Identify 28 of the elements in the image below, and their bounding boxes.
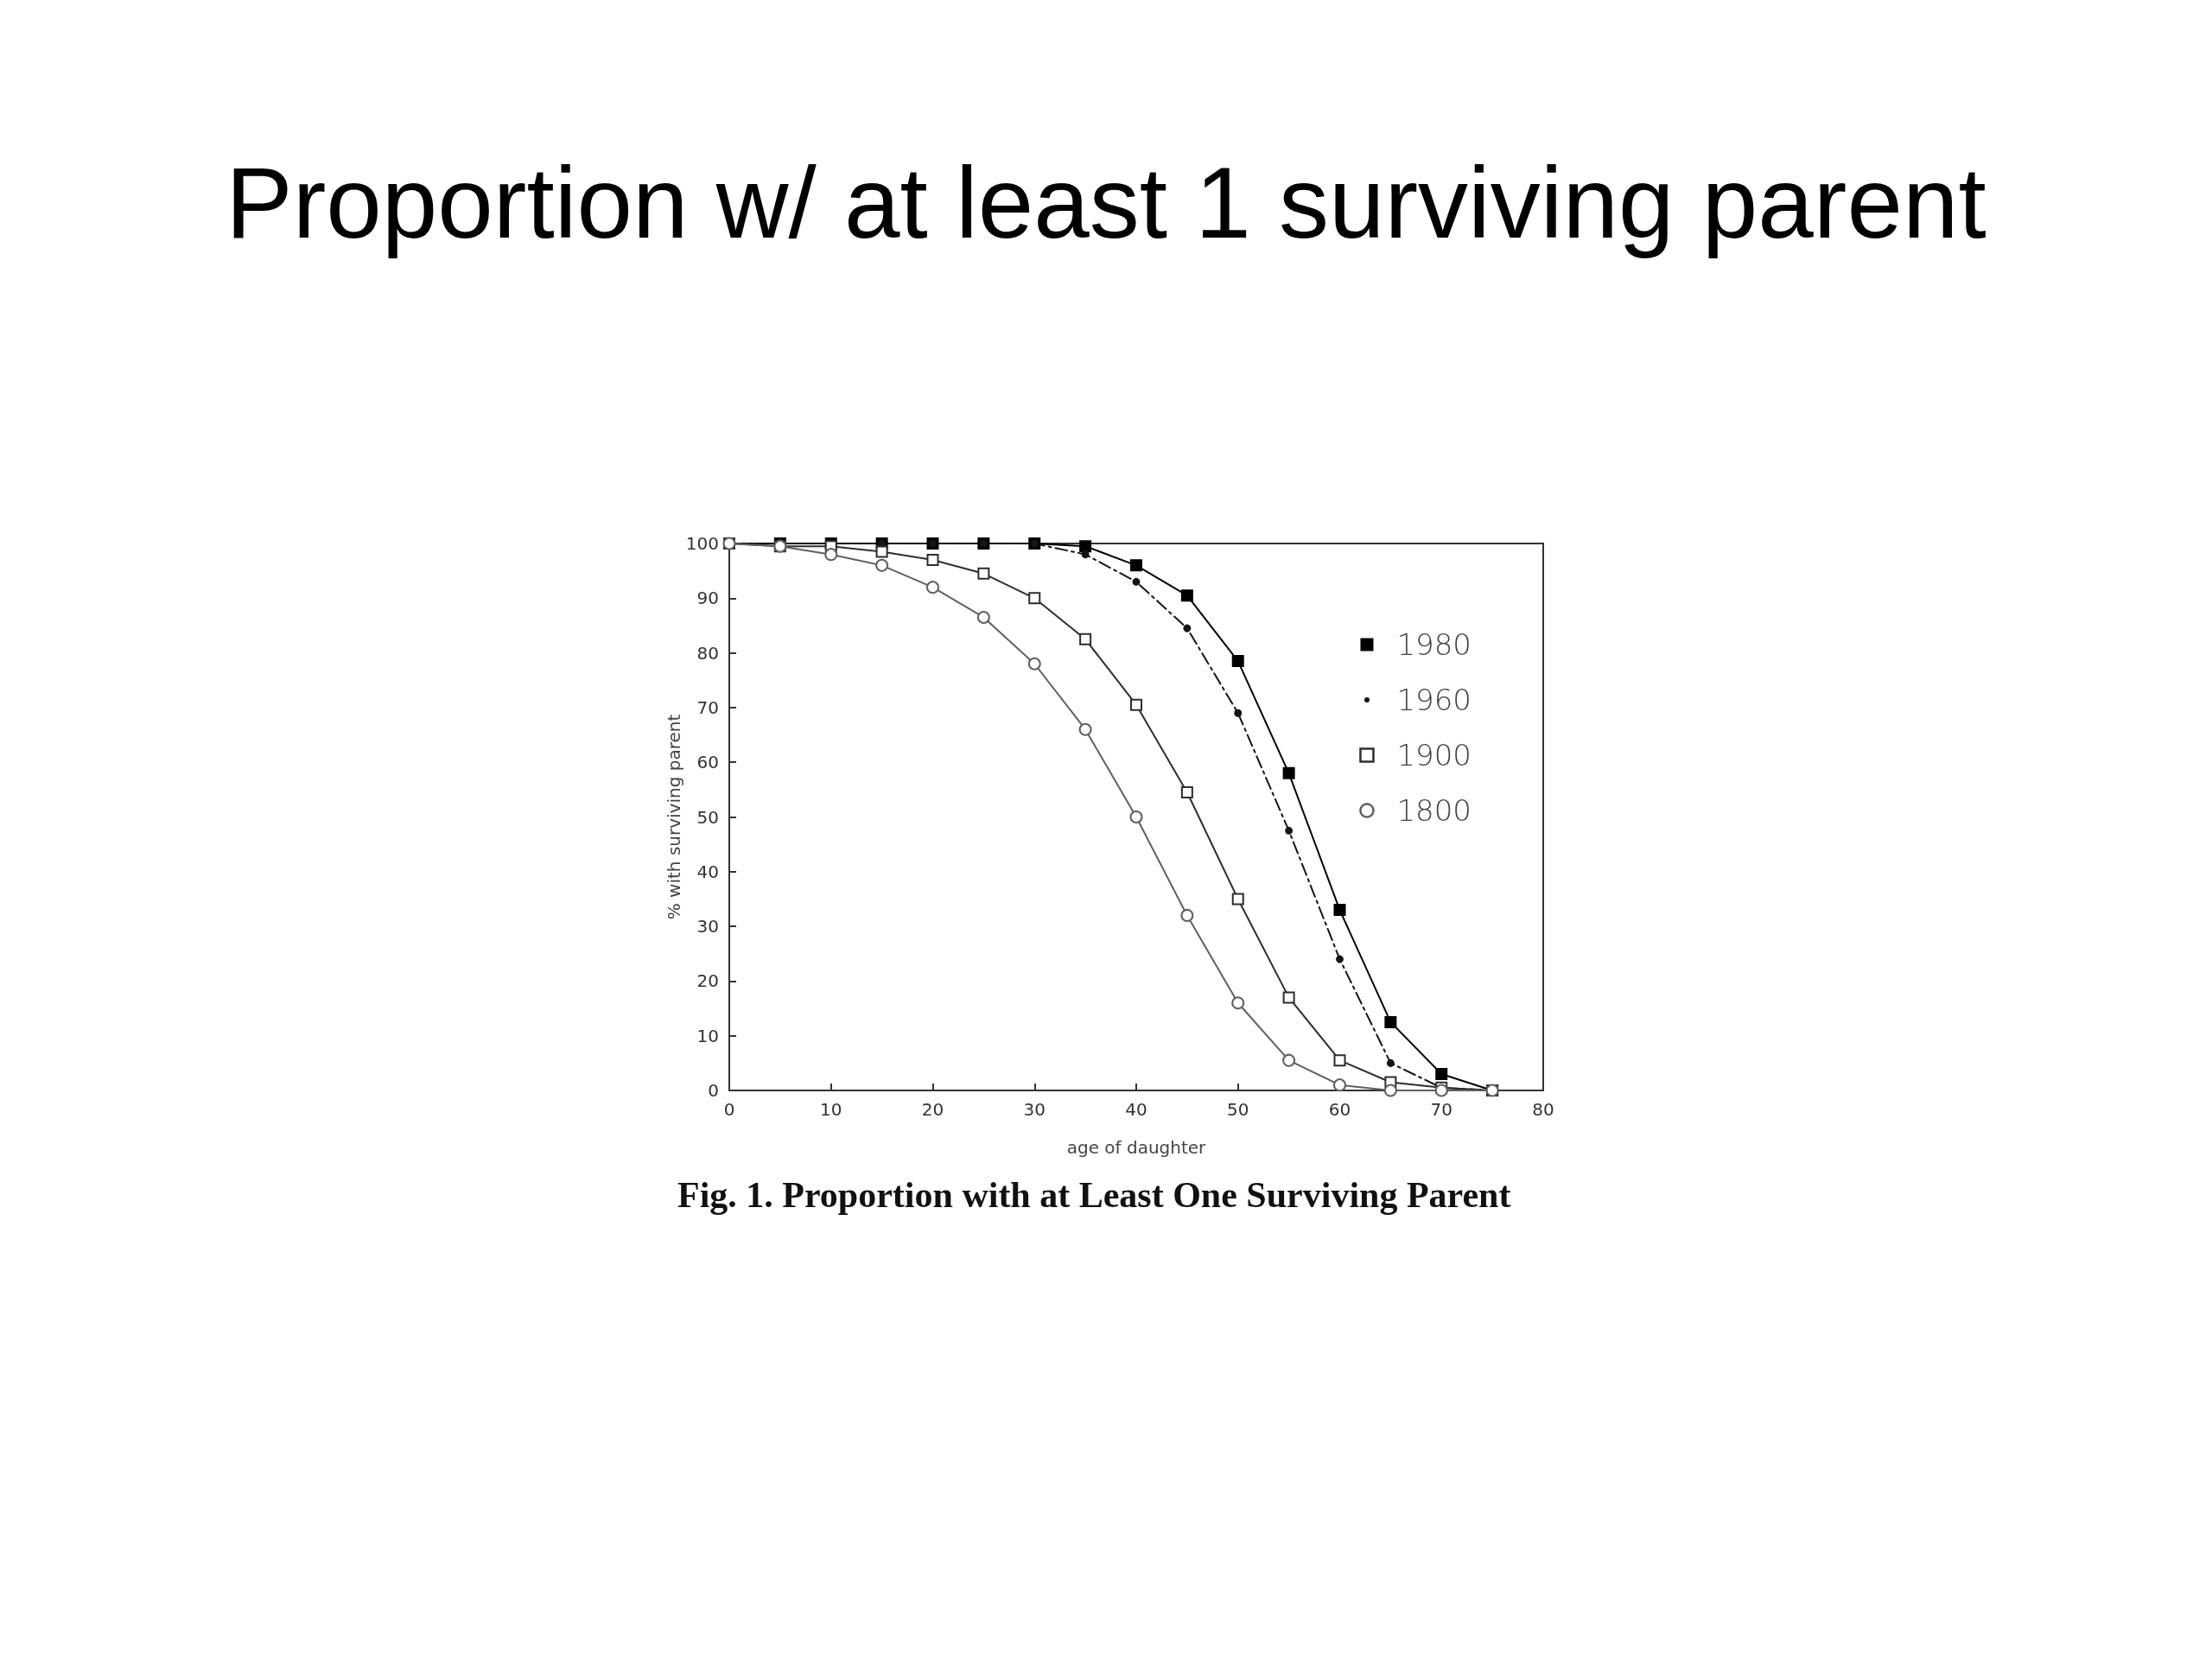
x-axis-title: age of daughter xyxy=(1066,1137,1207,1158)
legend-label: 1800 xyxy=(1396,793,1471,828)
x-tick-label: 10 xyxy=(820,1099,842,1120)
x-tick-label: 80 xyxy=(1532,1099,1554,1120)
y-tick-label: 60 xyxy=(696,752,719,773)
legend-label: 1960 xyxy=(1396,683,1471,717)
x-tick-label: 70 xyxy=(1430,1099,1452,1120)
legend-label: 1980 xyxy=(1396,627,1471,662)
legend-label: 1900 xyxy=(1396,738,1471,772)
x-tick-label: 50 xyxy=(1227,1099,1249,1120)
x-tick-label: 30 xyxy=(1023,1099,1046,1120)
y-tick-label: 40 xyxy=(696,861,719,882)
caption: Fig. 1. Proportion with at Least One Surviving Parent xyxy=(677,1175,1511,1215)
chart-title: Proportion w/ at least 1 surviving parent xyxy=(226,147,1986,259)
y-tick-label: 0 xyxy=(708,1080,719,1101)
y-tick-label: 90 xyxy=(696,588,719,609)
y-tick-label: 100 xyxy=(685,533,719,554)
x-tick-label: 20 xyxy=(921,1099,944,1120)
x-tick-label: 0 xyxy=(723,1099,735,1120)
y-tick-label: 50 xyxy=(696,806,719,828)
y-tick-label: 30 xyxy=(696,916,719,938)
x-tick-label: 40 xyxy=(1125,1099,1147,1120)
y-axis-title: % with surviving parent xyxy=(663,714,684,920)
y-tick-label: 10 xyxy=(696,1025,719,1046)
y-tick-label: 70 xyxy=(696,696,719,718)
y-tick-label: 80 xyxy=(696,642,719,664)
x-tick-label: 60 xyxy=(1328,1099,1351,1120)
y-tick-label: 20 xyxy=(696,970,719,992)
